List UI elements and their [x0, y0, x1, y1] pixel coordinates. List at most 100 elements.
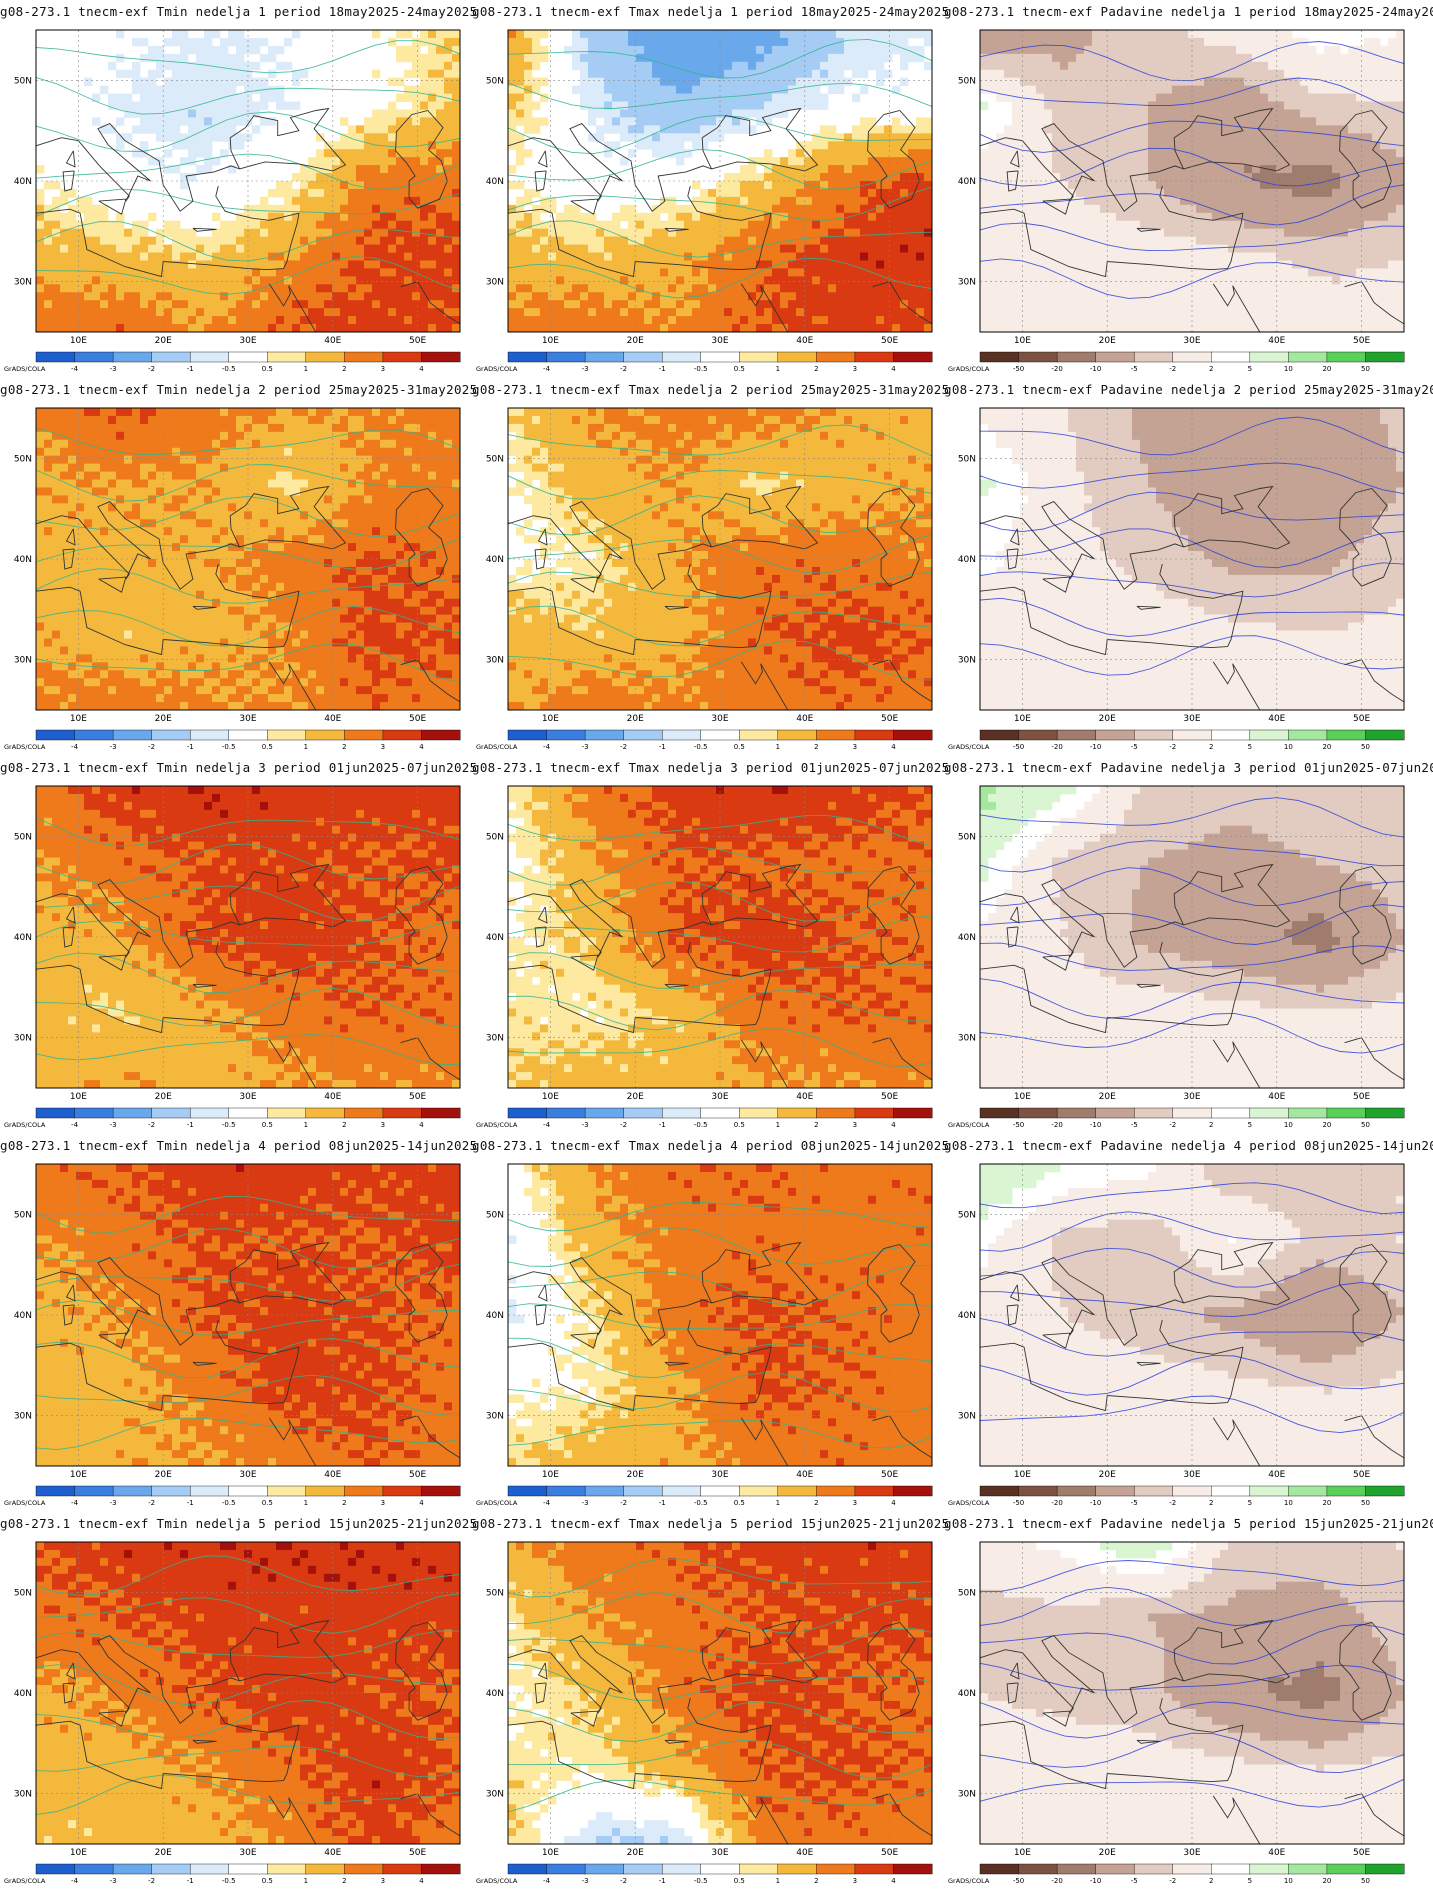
coastlines [507, 1241, 933, 1467]
grads-credit: GrADS/COLA [476, 743, 518, 751]
lon-tick-label: 30E [239, 336, 256, 346]
lon-tick-label: 20E [1099, 1470, 1116, 1480]
panel-title: g08-273.1 tnecm-exf Tmax nedelja 2 perio… [472, 382, 949, 397]
map-frame [35, 407, 461, 711]
colorbar-label: -3 [582, 743, 589, 751]
colorbar-label: 4 [891, 365, 896, 373]
lat-tick-label: 40N [14, 555, 32, 565]
lat-tick-label: 30N [14, 1034, 32, 1044]
anomaly-shading [36, 30, 461, 333]
colorbar-label: -1 [187, 1877, 194, 1885]
colorbar-label: 10 [1284, 365, 1293, 373]
panel-title: g08-273.1 tnecm-exf Padavine nedelja 3 p… [944, 760, 1433, 775]
title-period-range: 18may2025-24may2025 [329, 4, 478, 19]
colorbar-swatch [382, 729, 422, 741]
lon-tick-label: 20E [155, 714, 172, 724]
colorbar-swatch [893, 1863, 933, 1875]
colorbar-swatch [816, 1485, 856, 1497]
colorbar-swatch [1365, 1863, 1405, 1875]
colorbar-swatch [1056, 729, 1097, 741]
colorbar-label: 5 [1248, 743, 1252, 751]
title-period-word: period [274, 1138, 321, 1153]
colorbar-swatch [228, 1485, 268, 1497]
colorbar-swatch [35, 729, 76, 741]
map-figure: 10E 20E 30E 40E 50E 50N 40N 30N -50 -20 -10 -5 -2 2 5 1… [948, 1541, 1405, 1885]
colorbar-label: -4 [71, 1499, 79, 1507]
colorbar-label: 20 [1322, 743, 1331, 751]
colorbar-swatch [305, 729, 345, 741]
title-experiment: tnecm-exf [1022, 382, 1092, 397]
colorbar-label: 20 [1322, 1499, 1331, 1507]
colorbar-label: -4 [543, 1499, 551, 1507]
grads-credit: GrADS/COLA [476, 1121, 518, 1129]
colorbar-label: -0.5 [222, 1499, 236, 1507]
colorbar-swatch [700, 351, 740, 363]
colorbar-swatch [1288, 729, 1328, 741]
title-period-word: period [746, 1516, 793, 1531]
title-variable: Padavine [1101, 382, 1164, 397]
colorbar-swatch [1095, 1863, 1135, 1875]
colorbar: -4 -3 -2 -1 -0.5 0.5 1 2 3 4 [507, 1107, 933, 1129]
colorbar-label: 2 [814, 743, 818, 751]
colorbar-label: 50 [1361, 1877, 1370, 1885]
lat-tick-label: 30N [486, 1034, 504, 1044]
title-week-number: 3 [730, 760, 738, 775]
title-week-word: nedelja [668, 1138, 723, 1153]
colorbar-label: -5 [1131, 1877, 1138, 1885]
panel-title: g08-273.1 tnecm-exf Padavine nedelja 1 p… [944, 4, 1433, 19]
lon-tick-label: 40E [1268, 1092, 1285, 1102]
colorbar-swatch [151, 1863, 191, 1875]
title-period-word: period [1249, 1138, 1296, 1153]
colorbar-label: -2 [620, 1499, 627, 1507]
grads-credit: GrADS/COLA [4, 365, 46, 373]
colorbar-swatch [623, 1107, 663, 1119]
colorbar-label: 2 [1209, 1121, 1213, 1129]
map-panel-tmin-week-1: g08-273.1 tnecm-exf Tmin nedelja 1 perio… [0, 0, 477, 375]
lon-tick-label: 20E [627, 1092, 644, 1102]
panel-title: g08-273.1 tnecm-exf Tmax nedelja 3 perio… [472, 760, 949, 775]
graticule [980, 1164, 1404, 1466]
anomaly-shading [980, 1164, 1405, 1467]
colorbar-label: 3 [853, 1499, 857, 1507]
colorbar-label: -1 [187, 1121, 194, 1129]
map-figure: 10E 20E 30E 40E 50E 50N 40N 30N -4 -3 -2 -1 -0.5 0.5 1… [4, 1163, 461, 1507]
title-week-word: nedelja [196, 4, 251, 19]
colorbar-swatch [74, 729, 114, 741]
colorbar-label: 1 [776, 1499, 780, 1507]
lon-tick-label: 10E [70, 714, 87, 724]
colorbar-label: 2 [342, 1121, 346, 1129]
title-period-word: period [1249, 4, 1296, 19]
map-frame [979, 1163, 1405, 1467]
colorbar-swatch [112, 1863, 153, 1875]
lat-tick-label: 50N [486, 454, 504, 464]
lon-tick-label: 20E [627, 714, 644, 724]
lon-tick-label: 10E [70, 1470, 87, 1480]
colorbar-label: 1 [304, 743, 308, 751]
colorbar-swatch [739, 1863, 779, 1875]
colorbar-swatch [382, 1863, 422, 1875]
title-period-range: 08jun2025-14jun2025 [801, 1138, 950, 1153]
colorbar-label: -3 [110, 1121, 117, 1129]
colorbar-label: 1 [304, 1121, 308, 1129]
colorbar-label: 3 [853, 743, 857, 751]
colorbar: -50 -20 -10 -5 -2 2 5 10 20 50 [979, 351, 1405, 373]
lon-tick-label: 40E [324, 1848, 341, 1858]
title-experiment: tnecm-exf [78, 382, 148, 397]
colorbar-label: -4 [543, 1121, 551, 1129]
panel-title: g08-273.1 tnecm-exf Tmin nedelja 5 perio… [0, 1516, 477, 1531]
map-figure: 10E 20E 30E 40E 50E 50N 40N 30N -50 -20 -10 -5 -2 2 5 1… [948, 785, 1405, 1129]
lon-tick-label: 20E [627, 1470, 644, 1480]
title-week-number: 1 [730, 4, 738, 19]
lat-tick-label: 50N [14, 454, 32, 464]
lon-tick-label: 30E [1183, 1470, 1200, 1480]
colorbar-swatch [305, 351, 345, 363]
title-week-word: nedelja [668, 382, 723, 397]
colorbar-swatch [1365, 351, 1405, 363]
colorbar-label: 2 [1209, 1499, 1213, 1507]
title-variable: Tmin [157, 1516, 188, 1531]
colorbar-swatch [546, 1485, 586, 1497]
lon-tick-label: 20E [155, 1092, 172, 1102]
grads-credit: GrADS/COLA [4, 1877, 46, 1885]
title-period-range: 01jun2025-07jun2025 [329, 760, 478, 775]
title-week-number: 3 [258, 760, 266, 775]
